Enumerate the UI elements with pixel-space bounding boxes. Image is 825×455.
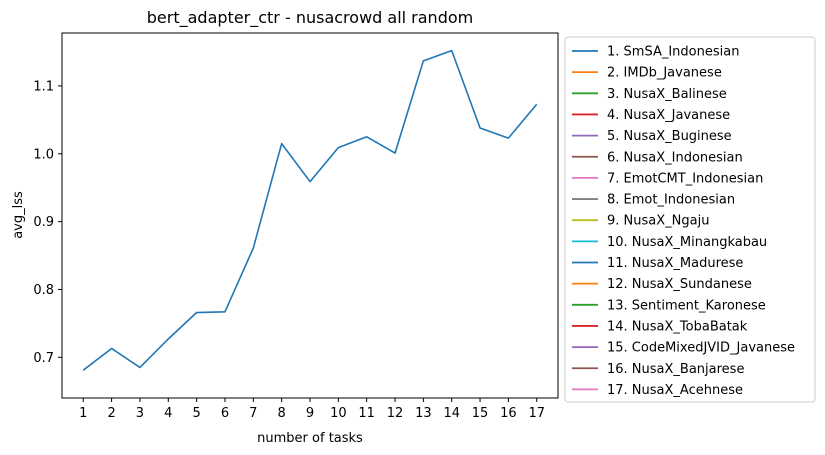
x-tick-label: 16 bbox=[500, 406, 517, 421]
x-tick-label: 13 bbox=[415, 406, 432, 421]
y-axis-label: avg_lss bbox=[11, 191, 26, 239]
legend-label: 13. Sentiment_Karonese bbox=[607, 298, 766, 313]
chart-title: bert_adapter_ctr - nusacrowd all random bbox=[147, 8, 473, 28]
x-tick-label: 3 bbox=[136, 406, 144, 421]
y-tick-label: 0.8 bbox=[33, 283, 54, 298]
series-layer bbox=[82, 49, 538, 371]
plot-area bbox=[61, 32, 559, 399]
y-axis: 0.7 0.8 0.9 1.0 1.1 bbox=[33, 79, 62, 366]
y-tick-label: 0.9 bbox=[33, 215, 54, 230]
legend-label: 6. NusaX_Indonesian bbox=[607, 150, 743, 165]
legend: 1. SmSA_Indonesian 2. IMDb_Javanese 3. Nus… bbox=[572, 45, 795, 398]
x-tick-label: 8 bbox=[278, 406, 286, 421]
y-tick-label: 0.7 bbox=[33, 351, 54, 366]
x-tick-label: 5 bbox=[192, 406, 200, 421]
series-line-1 bbox=[82, 49, 538, 371]
x-tick-label: 2 bbox=[107, 406, 115, 421]
y-tick-label: 1.0 bbox=[33, 147, 54, 162]
legend-label: 9. NusaX_Ngaju bbox=[607, 214, 709, 229]
x-tick-label: 6 bbox=[221, 406, 229, 421]
legend-label: 3. NusaX_Balinese bbox=[607, 87, 727, 102]
legend-label: 2. IMDb_Javanese bbox=[607, 66, 722, 81]
x-tick-label: 1 bbox=[79, 406, 87, 421]
y-tick-label: 1.1 bbox=[33, 79, 54, 94]
x-tick-label: 4 bbox=[164, 406, 172, 421]
x-tick-label: 15 bbox=[472, 406, 489, 421]
legend-label: 15. CodeMixedJVID_Javanese bbox=[607, 341, 795, 356]
legend-label: 7. EmotCMT_Indonesian bbox=[607, 171, 763, 186]
legend-box bbox=[564, 36, 816, 403]
legend-label: 16. NusaX_Banjarese bbox=[607, 362, 744, 377]
legend-label: 4. NusaX_Javanese bbox=[607, 108, 730, 123]
legend-label: 11. NusaX_Madurese bbox=[607, 256, 743, 271]
x-tick-label: 9 bbox=[306, 406, 314, 421]
legend-label: 12. NusaX_Sundanese bbox=[607, 277, 752, 292]
x-axis-label: number of tasks bbox=[257, 431, 363, 446]
legend-label: 14. NusaX_TobaBatak bbox=[607, 319, 748, 334]
x-tick-label: 7 bbox=[249, 406, 257, 421]
legend-label: 8. Emot_Indonesian bbox=[607, 193, 735, 208]
legend-label: 1. SmSA_Indonesian bbox=[607, 45, 739, 60]
legend-label: 10. NusaX_Minangkabau bbox=[607, 235, 767, 250]
x-tick-label: 17 bbox=[528, 406, 545, 421]
x-tick-label: 10 bbox=[330, 406, 347, 421]
legend-label: 5. NusaX_Buginese bbox=[607, 129, 732, 144]
x-axis: 1 2 3 4 5 6 7 8 9 10 11 12 13 14 15 16 17 bbox=[79, 398, 545, 421]
legend-label: 17. NusaX_Acehnese bbox=[607, 383, 743, 398]
x-tick-label: 11 bbox=[358, 406, 375, 421]
x-tick-label: 14 bbox=[443, 406, 460, 421]
x-tick-label: 12 bbox=[387, 406, 404, 421]
